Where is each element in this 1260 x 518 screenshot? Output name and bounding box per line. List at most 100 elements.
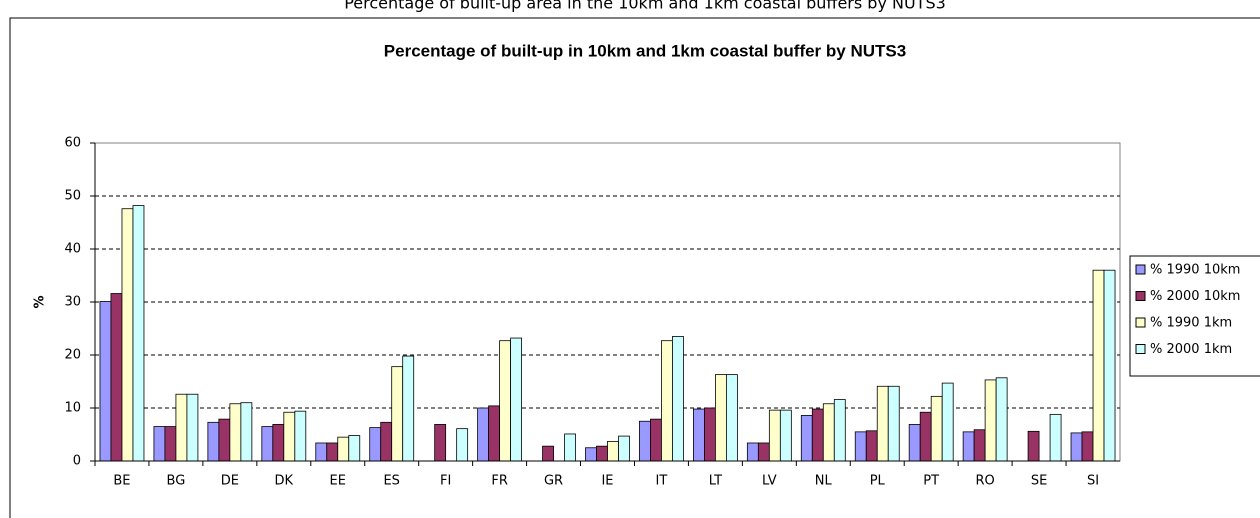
legend-label: % 1990 10km — [1150, 263, 1240, 278]
bar — [908, 424, 921, 462]
bar — [703, 407, 716, 462]
bar — [639, 420, 651, 462]
y-tick-label: 50 — [64, 189, 81, 204]
chart-title: Percentage of built-up in 10km and 1km c… — [384, 41, 906, 60]
x-tick-label: RO — [975, 474, 994, 489]
bar — [984, 379, 997, 462]
bar — [391, 366, 404, 462]
legend-swatch — [1135, 317, 1146, 328]
bar — [153, 426, 166, 462]
x-tick-label: SE — [1031, 474, 1047, 489]
bar — [930, 395, 943, 462]
bar — [887, 385, 900, 462]
bar — [672, 336, 684, 462]
bar — [692, 408, 705, 462]
x-tick-label: IT — [656, 474, 668, 489]
bar — [434, 424, 447, 462]
x-tick-label: SI — [1087, 474, 1099, 489]
x-tick-label: LT — [709, 474, 722, 489]
bar — [822, 403, 835, 462]
bar — [962, 431, 975, 462]
bar — [326, 442, 339, 462]
y-tick-label: 30 — [64, 295, 81, 310]
bar — [800, 415, 813, 462]
x-tick-label: BE — [113, 474, 130, 489]
bar — [315, 442, 328, 462]
bar — [348, 435, 361, 462]
legend — [1129, 255, 1260, 377]
y-tick-label: 60 — [64, 136, 81, 151]
x-tick-label: GR — [544, 474, 563, 489]
bar — [542, 445, 554, 462]
bar — [779, 409, 792, 462]
bar — [564, 433, 576, 462]
caption: Percentage of built-up area in the 10km … — [344, 0, 946, 13]
bar — [272, 424, 285, 462]
bar — [132, 205, 145, 462]
bar — [618, 435, 630, 462]
legend-label: % 1990 1km — [1150, 316, 1232, 331]
legend-swatch — [1135, 344, 1146, 354]
bar — [607, 440, 619, 462]
bar — [369, 427, 382, 462]
x-tick-label: ES — [383, 474, 399, 489]
bar — [1092, 269, 1105, 462]
bar — [456, 428, 469, 462]
bar — [294, 410, 307, 462]
x-tick-label: LV — [762, 474, 777, 489]
bar — [919, 411, 932, 462]
bar — [337, 436, 350, 462]
y-tick-label: 0 — [73, 454, 81, 469]
bar — [99, 301, 112, 462]
bar — [283, 411, 296, 462]
legend-swatch — [1135, 264, 1146, 275]
bar — [110, 293, 123, 462]
legend-label: % 2000 1km — [1150, 342, 1232, 357]
x-tick-label: FI — [440, 474, 451, 489]
bar — [1049, 413, 1062, 462]
bar — [510, 337, 523, 462]
bar — [941, 382, 954, 462]
bar — [488, 405, 501, 462]
bar — [1070, 432, 1083, 462]
bar — [725, 374, 738, 462]
y-tick-label: 40 — [64, 242, 81, 257]
bar — [865, 430, 878, 462]
bar — [402, 355, 415, 462]
bar — [661, 340, 673, 462]
bar — [186, 393, 199, 462]
bar — [768, 409, 781, 462]
bar — [714, 374, 727, 462]
bar — [596, 445, 608, 462]
x-tick-label: FR — [491, 474, 508, 489]
x-tick-label: PT — [923, 474, 939, 489]
bar — [261, 426, 274, 462]
bar — [811, 408, 824, 462]
y-tick-label: 10 — [64, 401, 81, 416]
bar — [876, 385, 889, 462]
bar — [1027, 430, 1040, 462]
bar — [477, 407, 490, 462]
bar — [854, 431, 867, 462]
bar — [1103, 269, 1116, 462]
bar — [164, 426, 177, 462]
bar — [973, 429, 986, 462]
y-axis-label: % — [33, 295, 48, 308]
bar — [499, 340, 512, 462]
x-tick-label: PL — [870, 474, 886, 489]
bar — [229, 403, 242, 462]
x-tick-label: NL — [815, 474, 833, 489]
bar — [1081, 431, 1094, 462]
x-tick-label: DK — [275, 474, 294, 489]
x-tick-label: EE — [330, 474, 346, 489]
bar — [833, 399, 846, 462]
bar — [757, 442, 770, 462]
bar — [240, 402, 253, 462]
bar — [585, 447, 597, 462]
x-tick-label: DE — [221, 474, 239, 489]
bar — [121, 208, 134, 462]
y-tick-label: 20 — [64, 348, 81, 363]
bar — [995, 377, 1008, 462]
